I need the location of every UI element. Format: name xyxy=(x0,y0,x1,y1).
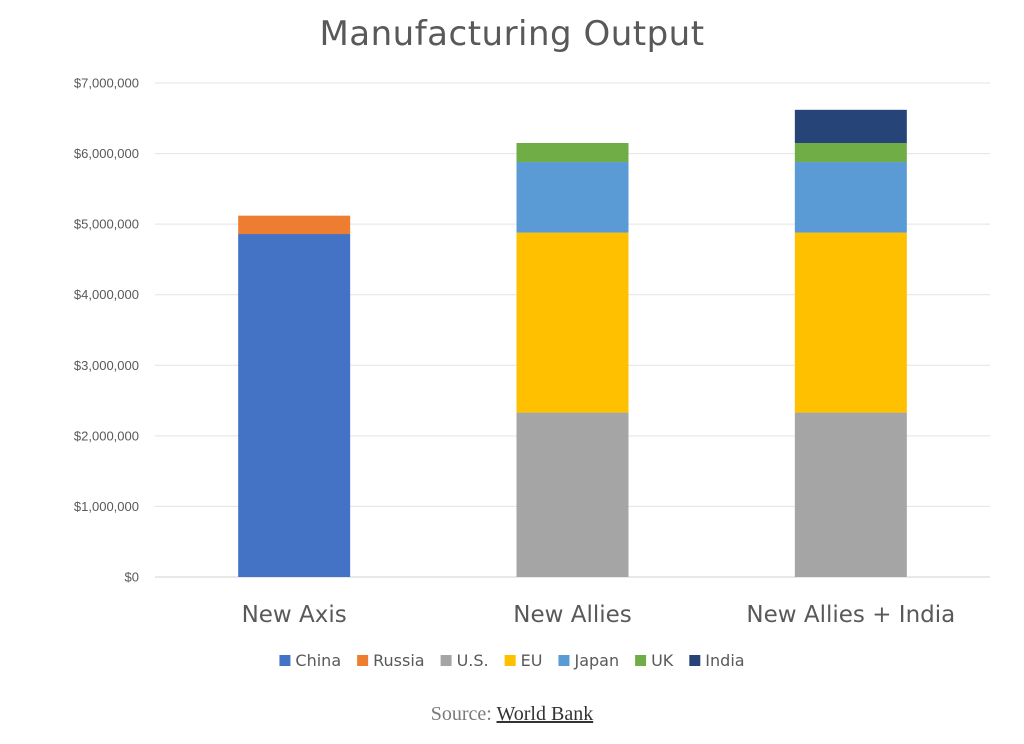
x-tick-label: New Allies xyxy=(513,602,632,628)
stacked-bar-chart: $0 $1,000,000 $2,000,000 $3,000,000 $4,000,0… xyxy=(74,76,990,670)
bar-segment-u-s xyxy=(516,412,629,577)
x-axis-ticks: New Axis New Allies New Allies + India xyxy=(242,602,956,628)
legend-label: India xyxy=(705,651,744,670)
bar-segment-india xyxy=(794,109,907,143)
legend-swatch xyxy=(689,655,701,666)
y-tick-label: $7,000,000 xyxy=(74,76,139,91)
chart-title: Manufacturing Output xyxy=(319,14,705,54)
bar-segment-uk xyxy=(794,142,907,163)
x-tick-label: New Allies + India xyxy=(746,602,955,628)
legend: China Russia U.S. EU Japan UK India xyxy=(279,651,745,670)
bar-segment-eu xyxy=(794,232,907,413)
y-tick-label: $6,000,000 xyxy=(74,146,139,161)
bar-segment-japan xyxy=(516,162,629,233)
bars xyxy=(238,109,907,577)
legend-swatch xyxy=(635,655,647,666)
legend-label: Japan xyxy=(573,651,619,670)
bar-segment-china xyxy=(238,234,351,577)
y-tick-label: $4,000,000 xyxy=(74,287,139,302)
legend-swatch xyxy=(440,655,452,666)
y-tick-label: $0 xyxy=(125,570,139,585)
source-line: Source: World Bank xyxy=(0,703,1024,726)
source-link[interactable]: World Bank xyxy=(496,703,594,725)
legend-label: U.S. xyxy=(457,651,489,670)
legend-swatch xyxy=(504,655,516,666)
y-tick-label: $2,000,000 xyxy=(74,428,139,443)
y-tick-label: $3,000,000 xyxy=(74,358,139,373)
y-tick-label: $5,000,000 xyxy=(74,217,139,232)
source-prefix: Source: xyxy=(430,703,492,725)
bar-segment-japan xyxy=(794,162,907,233)
x-tick-label: New Axis xyxy=(242,602,347,628)
legend-label: UK xyxy=(651,651,674,670)
bar-segment-russia xyxy=(238,215,351,235)
bar-segment-uk xyxy=(516,142,629,163)
bar-segment-eu xyxy=(516,232,629,413)
legend-label: Russia xyxy=(373,651,424,670)
legend-label: EU xyxy=(521,651,543,670)
legend-swatch xyxy=(558,655,570,666)
y-tick-label: $1,000,000 xyxy=(74,499,139,514)
y-axis-ticks: $0 $1,000,000 $2,000,000 $3,000,000 $4,000,0… xyxy=(74,76,139,585)
legend-label: China xyxy=(295,651,341,670)
legend-swatch xyxy=(357,655,369,666)
bar-segment-u-s xyxy=(794,412,907,577)
legend-swatch xyxy=(279,655,291,666)
